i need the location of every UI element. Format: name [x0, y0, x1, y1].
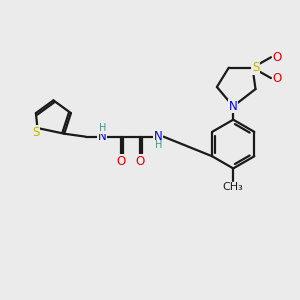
Text: S: S: [32, 126, 40, 139]
Text: CH₃: CH₃: [223, 182, 244, 193]
Text: S: S: [252, 61, 259, 74]
Text: H: H: [155, 140, 162, 150]
Text: N: N: [154, 130, 163, 143]
Text: O: O: [135, 155, 144, 168]
Text: O: O: [272, 72, 281, 85]
Text: N: N: [98, 130, 106, 143]
Text: H: H: [99, 123, 106, 134]
Text: O: O: [272, 51, 281, 64]
Text: O: O: [117, 155, 126, 168]
Text: N: N: [229, 100, 238, 113]
